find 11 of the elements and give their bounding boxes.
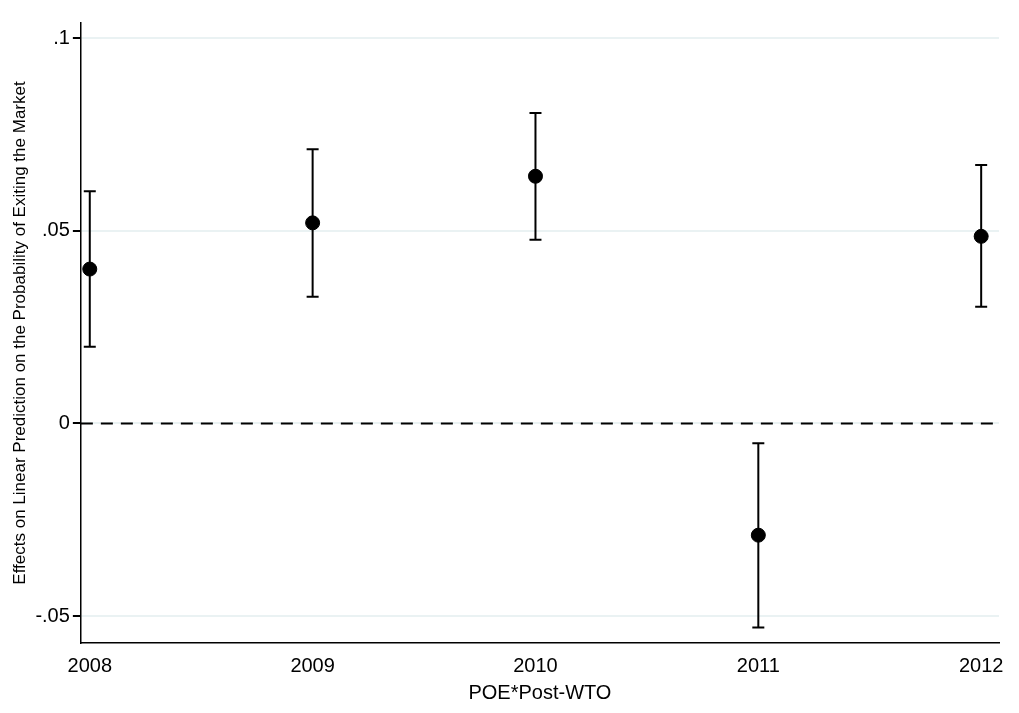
y-tick-label: 0 <box>58 411 70 434</box>
x-tick-label: 2010 <box>513 653 558 676</box>
x-tick-label: 2008 <box>67 653 113 676</box>
y-axis-title: Effects on Linear Prediction on the Probability of Exiting the Market <box>9 81 29 585</box>
x-tick-label: 2011 <box>736 653 780 676</box>
y-tick-label: -.05 <box>35 603 70 626</box>
y-tick-label: .05 <box>42 218 70 241</box>
x-axis-title: POE*Post-WTO <box>468 680 612 703</box>
y-tick-label: .1 <box>53 25 70 48</box>
x-tick-label: 2009 <box>290 653 335 676</box>
x-tick-label: 2012 <box>958 653 1004 676</box>
